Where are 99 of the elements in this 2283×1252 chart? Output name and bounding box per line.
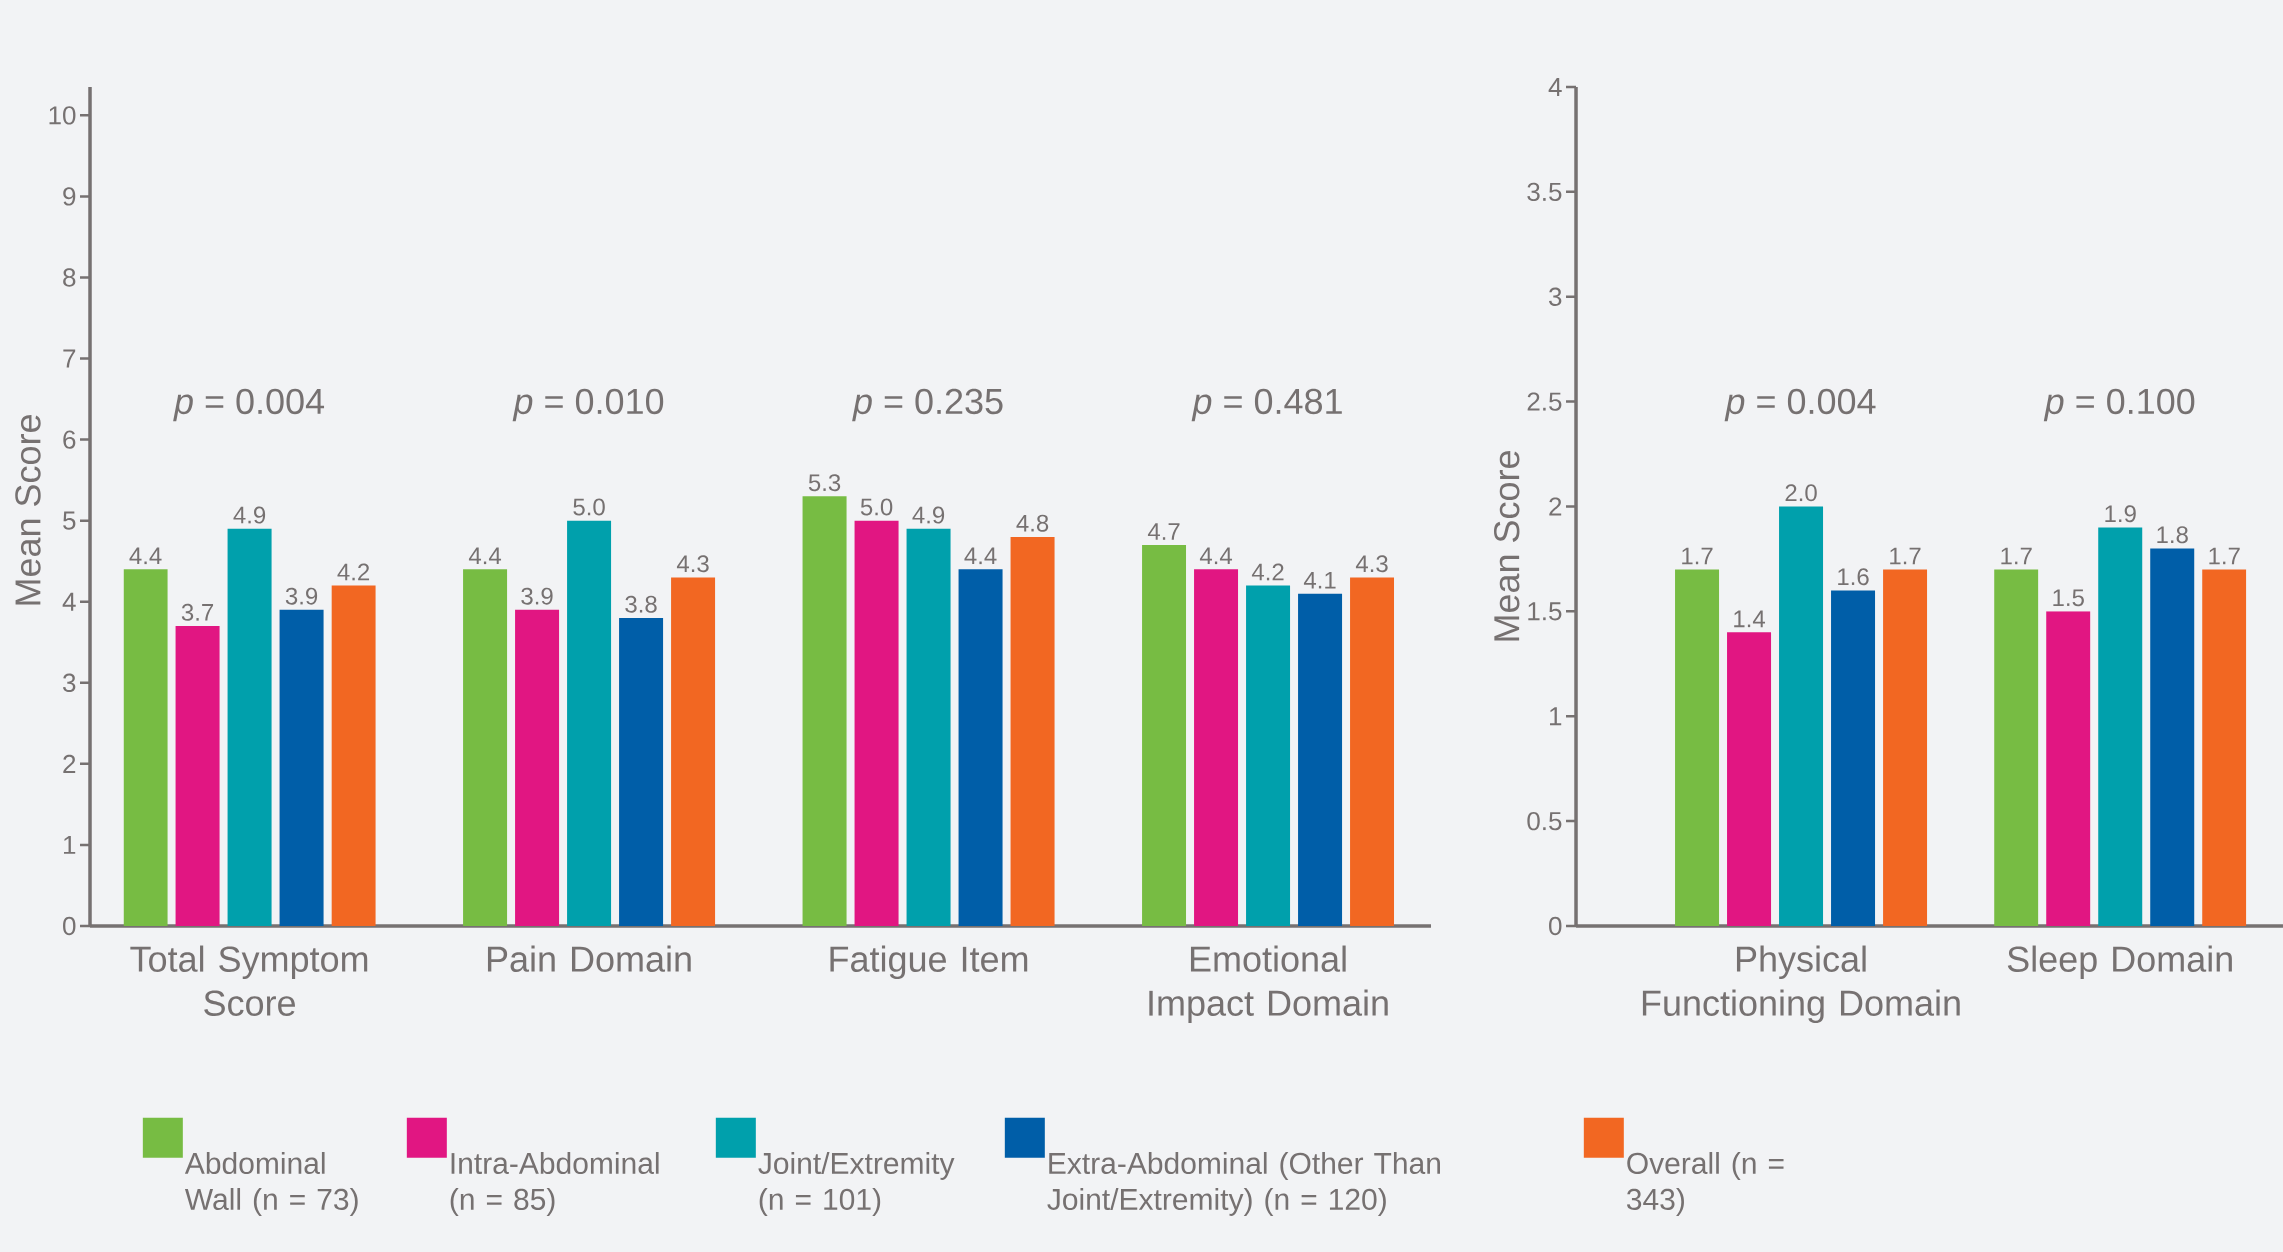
annotation: p = 0.235 — [852, 388, 1003, 422]
data-label: 4.4 — [964, 547, 997, 565]
data-label: 2.0 — [1785, 484, 1817, 502]
y-tick-label: 1.5 — [1528, 602, 1562, 621]
annotation: p = 0.004 — [173, 388, 325, 422]
data-label: 3.7 — [181, 603, 214, 621]
bar — [619, 617, 664, 926]
data-label: 4.9 — [233, 506, 266, 524]
bar — [854, 520, 899, 926]
bar — [2098, 527, 2143, 926]
bar — [2150, 548, 2195, 926]
data-label: 4.9 — [912, 506, 945, 524]
legend-label: Extra-Abdominal (Other Than Joint/Extremity) (n = 120) — [1047, 1152, 1440, 1216]
data-label: 5.3 — [808, 474, 841, 492]
y-tick-label: 2 — [63, 754, 76, 773]
x-tick-label: Sleep Domain — [2007, 945, 2232, 980]
bar — [567, 520, 612, 926]
bar — [175, 626, 220, 926]
y-tick-label: 9 — [63, 187, 76, 206]
data-label: 1.7 — [2209, 547, 2240, 565]
data-label: 1.7 — [2001, 547, 2032, 565]
bar — [1779, 506, 1824, 926]
bar — [227, 528, 272, 926]
y-tick-label: 2 — [1549, 497, 1562, 516]
y-tick-label: 3 — [1549, 287, 1562, 306]
data-label: 1.8 — [2157, 526, 2188, 544]
y-tick-label: 1 — [63, 835, 76, 854]
bar — [1246, 585, 1291, 926]
annotation: p = 0.100 — [2043, 388, 2195, 422]
data-label: 4.4 — [468, 547, 502, 565]
data-label: 4.4 — [129, 547, 162, 565]
annotation: p = 0.481 — [1191, 388, 1342, 422]
bar — [1298, 593, 1343, 926]
data-label: 1.5 — [2053, 589, 2084, 607]
data-label: 4.8 — [1016, 514, 1049, 532]
bar — [2046, 611, 2091, 926]
data-label: 1.6 — [1838, 568, 1869, 586]
bar — [463, 569, 508, 926]
data-label: 4.7 — [1147, 523, 1180, 540]
bar — [1831, 590, 1876, 926]
x-tick-label: Total Symptom Score — [130, 945, 368, 1016]
y-tick-label: 2.5 — [1527, 392, 1562, 411]
bar — [1883, 569, 1928, 926]
y-tick-label: 8 — [63, 268, 76, 287]
bar — [1142, 544, 1187, 926]
y-tick-label: 7 — [63, 349, 76, 368]
y-tick-label: 0 — [63, 916, 76, 936]
data-label: 1.7 — [1890, 547, 1921, 565]
bar — [279, 609, 324, 926]
legend-label: Intra-Abdominal (n = 85) — [450, 1152, 659, 1216]
legend-label: Joint/Extremity (n = 101) — [758, 1152, 955, 1216]
data-label: 5.0 — [860, 498, 893, 516]
data-label: 4.2 — [337, 563, 370, 581]
y-tick-label: 1 — [1550, 707, 1562, 726]
x-tick-label: Fatigue Item — [830, 945, 1028, 980]
y-tick-label: 3.5 — [1527, 182, 1562, 202]
bar — [1194, 569, 1239, 926]
annotation: p = 0.004 — [1724, 388, 1876, 422]
bar — [671, 577, 716, 926]
x-tick-label: Emotional Impact Domain — [1149, 945, 1388, 1024]
y-tick-label: 5 — [63, 511, 76, 530]
y-tick-label: 0 — [1549, 916, 1562, 936]
x-tick-label: Physical Functioning Domain — [1642, 945, 1960, 1024]
y-axis-title: Mean Score — [15, 415, 41, 605]
data-label: 5.0 — [573, 498, 605, 516]
data-label: 4.1 — [1303, 571, 1336, 589]
bar — [123, 569, 168, 926]
bar — [958, 569, 1003, 926]
y-tick-label: 4 — [1548, 78, 1562, 96]
data-label: 4.3 — [676, 555, 709, 573]
data-label: 1.4 — [1734, 610, 1766, 628]
legend-label: Overall (n = 343) — [1626, 1152, 1784, 1216]
data-label: 3.8 — [625, 595, 657, 613]
bar — [331, 585, 376, 926]
y-tick-label: 3 — [63, 673, 76, 692]
legend-label: Abdominal Wall (n = 73) — [184, 1152, 358, 1216]
y-tick-label: 6 — [63, 430, 76, 449]
data-label: 4.2 — [1251, 563, 1284, 581]
bar — [802, 496, 847, 926]
y-tick-label: 10 — [49, 106, 76, 125]
bar — [906, 528, 951, 926]
y-axis-title: Mean Score — [1493, 451, 1520, 641]
y-tick-label: 0.5 — [1527, 811, 1562, 831]
annotation: p = 0.010 — [512, 388, 664, 422]
data-label: 1.9 — [2105, 505, 2136, 523]
data-label: 1.7 — [1682, 547, 1713, 565]
data-label: 4.4 — [1199, 547, 1233, 565]
bar — [515, 609, 560, 926]
data-label: 4.3 — [1355, 555, 1388, 573]
x-tick-label: Pain Domain — [487, 945, 691, 972]
data-label: 3.9 — [521, 587, 553, 605]
data-label: 3.9 — [285, 587, 318, 605]
bar — [1675, 569, 1720, 926]
bar — [1994, 569, 2039, 926]
bar — [1727, 632, 1772, 926]
y-tick-label: 4 — [62, 592, 76, 611]
bar — [1010, 536, 1055, 926]
bar — [2202, 569, 2247, 926]
bar — [1350, 577, 1395, 926]
